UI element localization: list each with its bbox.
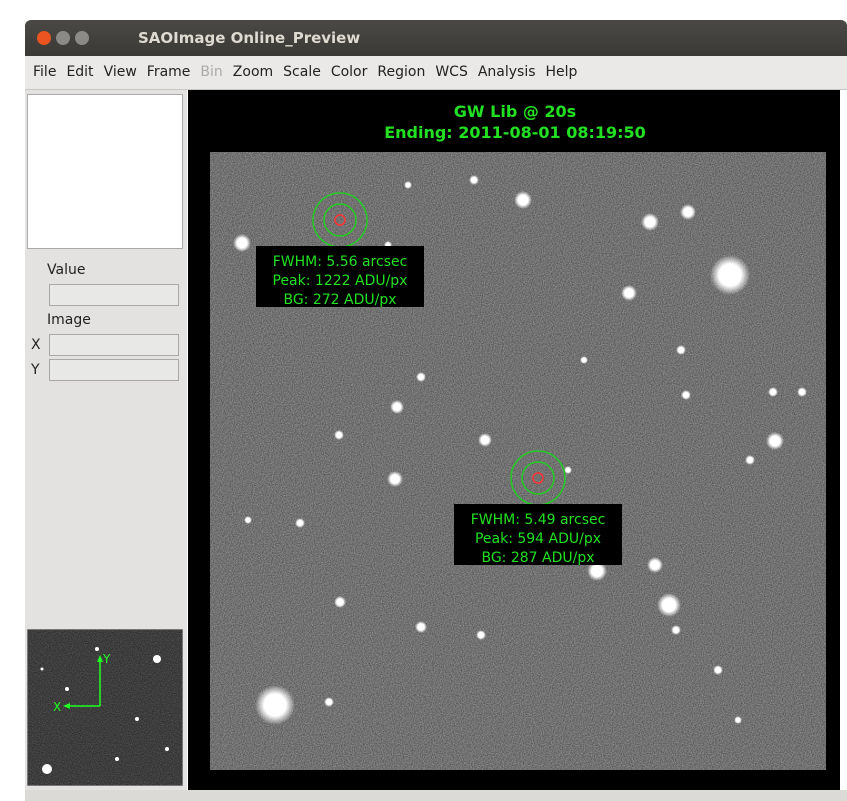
source-stat: Peak: 1222 ADU/px: [273, 273, 408, 289]
screen: SAOImage Online_Preview File Edit View Fram…: [0, 0, 847, 801]
panner-y-label: Y: [102, 652, 111, 666]
image-subtitle: Ending: 2011-08-01 08:19:50: [384, 123, 646, 142]
image-view: FWHM: 5.56 arcsec Peak: 1222 ADU/px BG: 27…: [188, 90, 840, 790]
source-stat: FWHM: 5.49 arcsec: [471, 512, 606, 528]
y-field: [49, 359, 179, 381]
menu-item: Bin: [200, 64, 222, 80]
menu-item[interactable]: Scale: [283, 64, 321, 80]
menu-item[interactable]: Color: [331, 64, 368, 80]
source-stat: BG: 272 ADU/px: [283, 292, 396, 308]
menu-item[interactable]: WCS: [435, 64, 468, 80]
info-panel: Value Image X Y Y X: [25, 90, 187, 792]
source-stat: BG: 287 ADU/px: [481, 550, 594, 566]
close-button[interactable]: [37, 31, 51, 45]
x-field: [49, 334, 179, 356]
menu-item[interactable]: Edit: [66, 64, 93, 80]
image-title: GW Lib @ 20s: [454, 102, 576, 121]
menu-item[interactable]: Frame: [147, 64, 191, 80]
value-field: [49, 284, 179, 306]
menu-item[interactable]: Zoom: [233, 64, 273, 80]
menu-item[interactable]: File: [33, 64, 56, 80]
minimize-button[interactable]: [56, 31, 70, 45]
value-label: Value: [47, 262, 85, 278]
x-label: X: [31, 337, 41, 353]
panner-x-label: X: [53, 700, 61, 714]
magnifier: [27, 94, 183, 249]
window-title: SAOImage Online_Preview: [138, 29, 360, 47]
panner: Y X: [27, 629, 183, 786]
menu-item[interactable]: Region: [377, 64, 425, 80]
title-bar: SAOImage Online_Preview: [25, 20, 847, 56]
menu-bar: File Edit View Frame Bin Zoom Scale Color Region…: [25, 56, 847, 90]
window-frame: [25, 790, 847, 801]
maximize-button[interactable]: [75, 31, 89, 45]
source-stat: FWHM: 5.56 arcsec: [273, 254, 408, 270]
source-stat: Peak: 594 ADU/px: [475, 531, 601, 547]
menu-item[interactable]: Analysis: [478, 64, 536, 80]
image-label: Image: [47, 312, 91, 328]
menu-item[interactable]: Help: [546, 64, 578, 80]
menu-item[interactable]: View: [104, 64, 137, 80]
y-label: Y: [31, 362, 40, 378]
